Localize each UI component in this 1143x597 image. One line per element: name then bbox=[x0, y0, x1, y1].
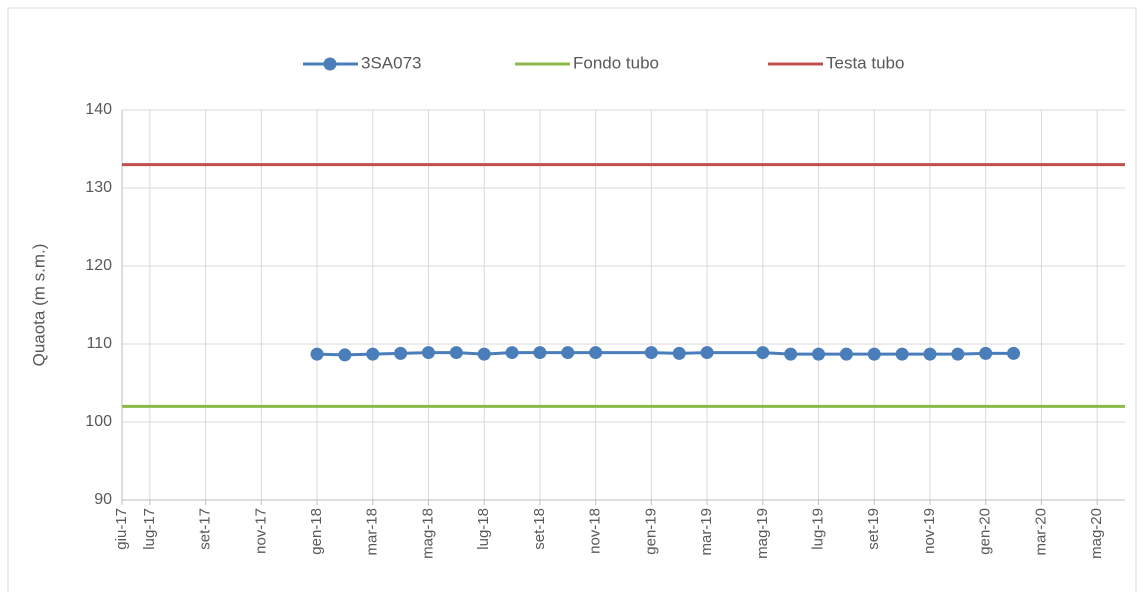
point bbox=[366, 347, 380, 361]
x-tick-label: gen-18 bbox=[308, 508, 325, 555]
point bbox=[867, 347, 881, 361]
point bbox=[923, 347, 937, 361]
x-tick-label: lug-18 bbox=[475, 508, 492, 550]
point bbox=[589, 346, 603, 360]
x-tick-label: mag-19 bbox=[754, 508, 771, 559]
y-tick-label: 100 bbox=[85, 413, 112, 430]
y-tick-label: 90 bbox=[94, 491, 112, 508]
point bbox=[756, 346, 770, 360]
point bbox=[394, 346, 408, 360]
point bbox=[310, 347, 324, 361]
point bbox=[1007, 346, 1021, 360]
chart-frame bbox=[7, 7, 1137, 597]
y-tick-label: 140 bbox=[85, 101, 112, 118]
point bbox=[979, 346, 993, 360]
point bbox=[895, 347, 909, 361]
x-tick-label: gen-20 bbox=[977, 508, 994, 555]
point bbox=[505, 346, 519, 360]
x-tick-label: mar-20 bbox=[1032, 508, 1049, 556]
x-tick-label: mag-18 bbox=[419, 508, 436, 559]
x-tick-label: gen-19 bbox=[642, 508, 659, 555]
point bbox=[449, 346, 463, 360]
point bbox=[421, 346, 435, 360]
point bbox=[951, 347, 965, 361]
x-tick-label: lug-19 bbox=[809, 508, 826, 550]
x-tick-label: nov-19 bbox=[921, 508, 938, 554]
x-tick-label: mar-18 bbox=[364, 508, 381, 556]
legend-marker bbox=[323, 57, 337, 71]
x-tick-label: mar-19 bbox=[698, 508, 715, 556]
x-tick-label: mag-20 bbox=[1088, 508, 1105, 559]
x-tick-label: set-18 bbox=[531, 508, 548, 550]
x-tick-label: lug-17 bbox=[141, 508, 158, 550]
point bbox=[644, 346, 658, 360]
y-tick-label: 120 bbox=[85, 257, 112, 274]
point bbox=[561, 346, 575, 360]
x-tick-label: set-19 bbox=[865, 508, 882, 550]
point bbox=[672, 346, 686, 360]
point bbox=[784, 347, 798, 361]
point bbox=[477, 347, 491, 361]
y-tick-label: 110 bbox=[86, 335, 112, 352]
point bbox=[812, 347, 826, 361]
point bbox=[533, 346, 547, 360]
x-tick-label: nov-18 bbox=[587, 508, 604, 554]
point bbox=[338, 348, 352, 362]
x-tick-label: set-17 bbox=[197, 508, 214, 550]
legend-label: Testa tubo bbox=[826, 53, 904, 72]
x-tick-label: nov-17 bbox=[252, 508, 269, 554]
y-axis-label: Quaota (m s.m.) bbox=[29, 244, 48, 367]
point bbox=[700, 346, 714, 360]
legend-label: Fondo tubo bbox=[573, 53, 659, 72]
legend-label: 3SA073 bbox=[361, 53, 422, 72]
x-tick-label: giu-17 bbox=[113, 508, 130, 550]
y-tick-label: 130 bbox=[85, 179, 112, 196]
point bbox=[839, 347, 853, 361]
